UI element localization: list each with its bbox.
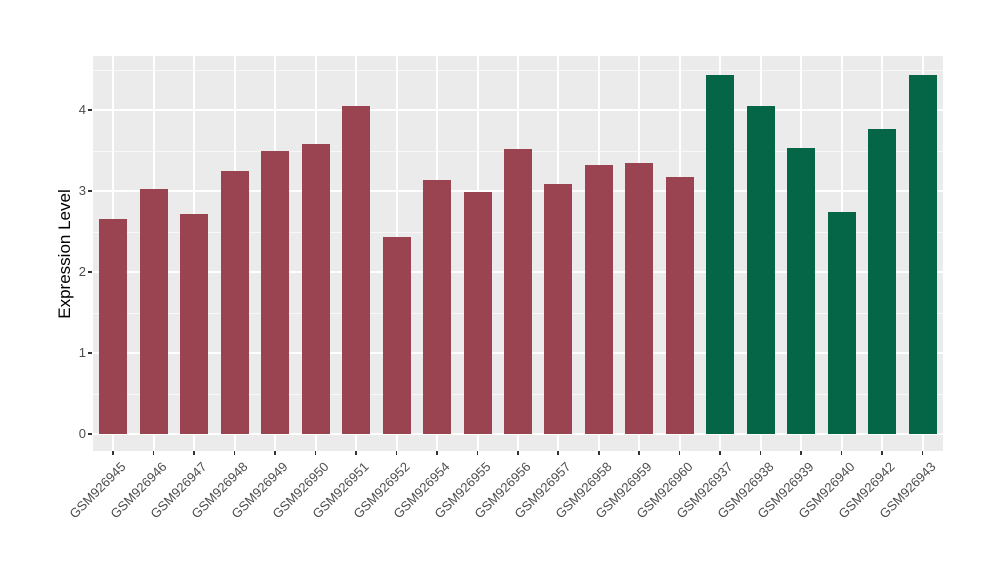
x-tick-mark (921, 451, 924, 455)
x-tick-mark (233, 451, 236, 455)
y-tick-label: 1 (78, 345, 86, 360)
bar (99, 219, 128, 434)
bar (827, 212, 856, 434)
bar (463, 191, 492, 434)
y-tick-label: 0 (78, 426, 86, 441)
x-tick-mark (395, 451, 398, 455)
x-tick-mark (800, 451, 802, 455)
x-tick-mark (314, 451, 317, 455)
x-tick-mark (597, 451, 600, 455)
bar (423, 179, 452, 434)
x-tick-mark (881, 451, 883, 455)
bar (139, 189, 168, 434)
bar (908, 75, 937, 434)
y-tick-mark (88, 352, 92, 354)
bar (584, 165, 613, 434)
x-tick-mark (840, 451, 843, 455)
y-tick-label: 2 (78, 264, 86, 279)
y-tick-mark (88, 271, 92, 273)
x-tick-mark (719, 451, 721, 455)
bar (180, 213, 209, 434)
x-tick-mark (759, 451, 762, 455)
bar (746, 105, 775, 434)
y-tick-mark (88, 190, 92, 192)
y-tick-label: 4 (78, 102, 86, 117)
bar (787, 148, 816, 434)
x-tick-mark (476, 451, 479, 455)
bar (301, 144, 330, 434)
bar (261, 151, 290, 434)
y-tick-mark (88, 109, 92, 111)
bar (382, 237, 411, 434)
bar (342, 105, 371, 434)
plot-panel (93, 56, 943, 451)
x-tick-mark (152, 451, 155, 455)
x-tick-mark (638, 451, 641, 455)
x-tick-mark (678, 451, 681, 455)
bar (504, 148, 532, 434)
bar (665, 177, 694, 434)
x-tick-mark (517, 451, 519, 455)
bar (544, 183, 573, 434)
bar (625, 163, 654, 434)
x-tick-mark (557, 451, 560, 455)
x-tick-mark (193, 451, 195, 455)
x-tick-mark (436, 451, 438, 455)
y-axis-title: Expression Level (55, 189, 74, 319)
x-tick-mark (355, 451, 357, 455)
bar (706, 75, 735, 434)
y-tick-mark (88, 433, 92, 435)
x-tick-mark (112, 451, 114, 455)
x-tick-mark (274, 451, 276, 455)
bar (220, 170, 249, 434)
bar (868, 129, 897, 434)
y-tick-label: 3 (78, 183, 86, 198)
